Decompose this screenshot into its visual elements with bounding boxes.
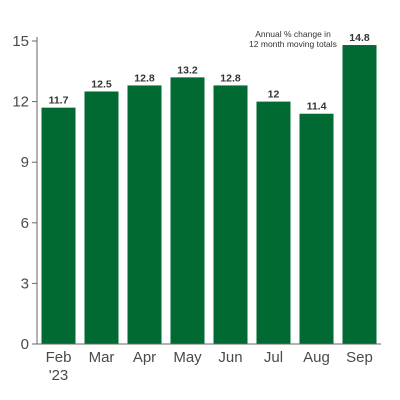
bar-apr bbox=[127, 85, 162, 344]
bar-feb bbox=[41, 107, 76, 344]
data-label: 12.5 bbox=[91, 79, 112, 91]
y-axis: 0 3 6 9 12 15 bbox=[12, 33, 38, 353]
y-tick-label: 3 bbox=[21, 275, 29, 292]
x-tick-label: Jun bbox=[218, 349, 242, 366]
bar-sep bbox=[342, 45, 377, 344]
bars bbox=[41, 45, 377, 345]
y-tick-label: 6 bbox=[21, 215, 29, 232]
annotation-line-2: 12 month moving totals bbox=[249, 39, 337, 49]
bar-aug bbox=[299, 113, 334, 344]
x-year-label: '23 bbox=[49, 367, 69, 384]
y-tick-label: 15 bbox=[12, 33, 29, 50]
data-label: 12.8 bbox=[134, 72, 155, 84]
data-label: 13.2 bbox=[177, 64, 198, 76]
y-tick-label: 12 bbox=[12, 94, 29, 111]
annotation-line-1: Annual % change in bbox=[255, 29, 331, 39]
x-tick-label: Aug bbox=[303, 349, 330, 366]
data-label: 14.8 bbox=[349, 32, 370, 44]
data-label: 12.8 bbox=[220, 72, 241, 84]
x-tick-label: Apr bbox=[133, 349, 156, 366]
data-label: 11.4 bbox=[307, 101, 327, 113]
x-tick-label: Mar bbox=[89, 349, 115, 366]
x-tick-label: May bbox=[173, 349, 202, 366]
y-tick-label: 0 bbox=[21, 336, 29, 353]
y-tick-label: 9 bbox=[21, 154, 29, 171]
bar-jun bbox=[213, 85, 248, 344]
data-labels: 11.7 12.5 12.8 13.2 12.8 12 11.4 14.8 bbox=[49, 32, 370, 113]
data-label: 12 bbox=[268, 89, 280, 101]
x-axis: Feb Mar Apr May Jun Jul Aug Sep '23 bbox=[37, 343, 381, 384]
x-tick-label: Jul bbox=[264, 349, 283, 366]
bar-mar bbox=[84, 91, 119, 344]
x-tick-label: Sep bbox=[346, 349, 373, 366]
x-tick-label: Feb bbox=[46, 349, 72, 366]
bar-may bbox=[170, 77, 205, 345]
data-label: 11.7 bbox=[49, 95, 69, 107]
bar-jul bbox=[256, 101, 291, 344]
